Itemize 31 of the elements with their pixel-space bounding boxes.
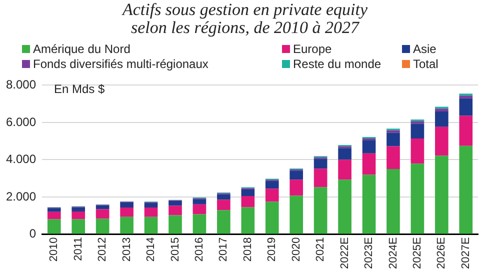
x-tick-label: 2025E [411, 237, 424, 270]
y-tick-label: 8.000 [6, 78, 36, 92]
x-tick-label: 2024E [387, 237, 400, 270]
x-tick-label: 2019 [266, 237, 278, 262]
y-tick-label: 2.000 [6, 189, 36, 204]
x-tick-label: 2017 [218, 237, 230, 262]
legend-label: Total [412, 57, 440, 72]
x-tick-label: 2020 [290, 237, 302, 262]
legend-label: Fonds diversifiés multi-régionaux [32, 57, 210, 72]
chart-title: Actifs sous gestion en private equity selon les régions, de 2010 à 2027 [120, 0, 369, 37]
y-tick-label: 0 [29, 226, 36, 241]
x-tick-label: 2021 [314, 237, 327, 262]
legend-label: Amérique du Nord [32, 42, 132, 57]
y-tick-label: 6.000 [6, 114, 36, 129]
legend-label: Reste du monde [292, 57, 382, 72]
x-tick-label: 2012 [96, 237, 109, 262]
x-tick-label: 2015 [169, 237, 182, 262]
x-tick-label: 2026E [436, 237, 448, 270]
x-tick-label: 2027E [460, 237, 472, 270]
x-tick-label: 2010 [48, 237, 60, 262]
annotation: En Mds $ [54, 82, 105, 96]
x-tick-label: 2011 [72, 237, 84, 261]
y-tick-label: 4.000 [6, 152, 36, 166]
x-tick-label: 2016 [193, 237, 206, 262]
x-tick-label: 2013 [120, 237, 133, 262]
x-tick-label: 2022E [338, 237, 351, 270]
x-tick-label: 2023E [363, 237, 376, 270]
legend-label: Europe [292, 42, 333, 57]
x-tick-label: 2014 [145, 237, 158, 262]
legend-label: Asie [412, 42, 438, 57]
x-tick-label: 2018 [242, 237, 254, 262]
